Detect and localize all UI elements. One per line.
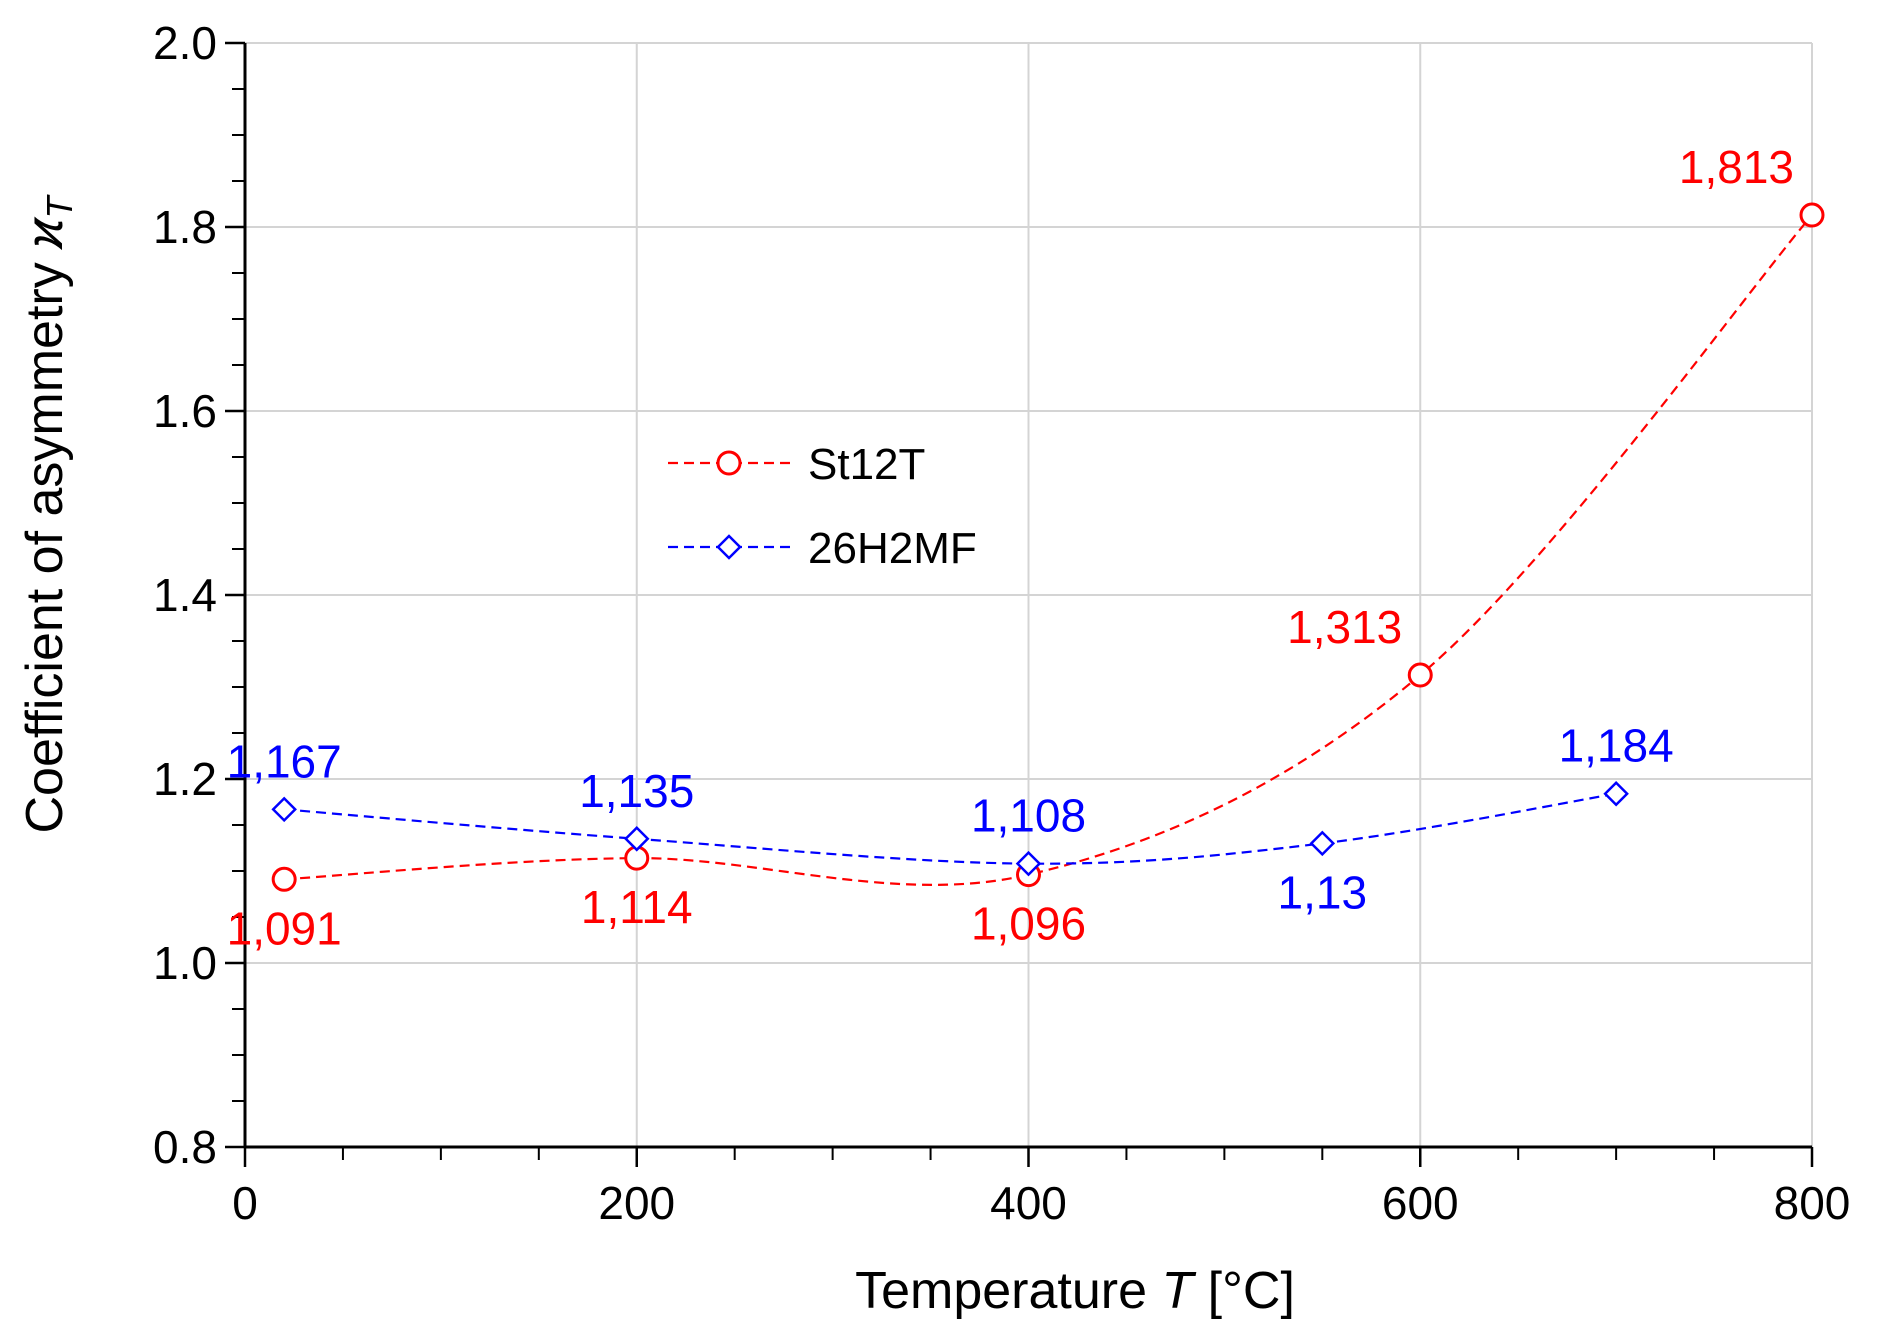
data-label-26h2mf: 1,184 (1559, 720, 1674, 772)
data-label-st12t: 1,313 (1287, 601, 1402, 653)
data-point-26h2mf (1309, 830, 1336, 857)
y-tick-label: 2.0 (153, 17, 217, 69)
y-tick-label: 1.0 (153, 937, 217, 989)
data-point-st12t (1407, 662, 1433, 688)
data-label-st12t: 1,091 (227, 902, 342, 954)
data-label-26h2mf: 1,135 (579, 765, 694, 817)
grid (245, 42, 1813, 1147)
legend: St12T 26H2MF (668, 440, 977, 573)
axes: 0 200 400 600 800 0.8 1.0 1.2 1.4 1.6 1.8 2.0 (153, 17, 1850, 1229)
x-axis-title-unit: [°C] (1193, 1262, 1295, 1320)
x-axis-title: Temperature T [°C] (855, 1262, 1295, 1320)
data-point-26h2mf (1015, 850, 1042, 877)
y-axis-title: Coefficient of asymmetry ϰT (16, 194, 80, 834)
data-label-26h2mf: 1,108 (971, 790, 1086, 842)
legend-marker-26h2mf (716, 534, 742, 560)
y-tick-label: 1.4 (153, 569, 217, 621)
y-axis-title-symbol: ϰ (16, 216, 74, 251)
data-point-26h2mf (271, 796, 297, 823)
y-tick-label: 0.8 (153, 1121, 217, 1173)
data-label-st12t: 1,114 (581, 881, 693, 933)
y-tick-label: 1.6 (153, 385, 217, 437)
x-tick-label: 200 (598, 1177, 675, 1229)
data-point-st12t (1799, 202, 1825, 228)
y-tick-label: 1.2 (153, 753, 217, 805)
data-point-st12t (271, 866, 297, 892)
x-tick-label: 400 (990, 1177, 1067, 1229)
x-axis-title-symbol: T (1161, 1262, 1196, 1320)
legend-marker-st12t (716, 450, 742, 476)
legend-label-26h2mf: 26H2MF (808, 524, 977, 573)
x-tick-label: 800 (1774, 1177, 1851, 1229)
x-tick-label: 0 (232, 1177, 258, 1229)
x-tick-label: 600 (1382, 1177, 1459, 1229)
y-axis-title-prefix: Coefficient of asymmetry (16, 248, 74, 834)
data-label-26h2mf: 1,167 (227, 735, 342, 787)
data-label-st12t: 1,813 (1679, 141, 1794, 193)
data-point-26h2mf (623, 826, 650, 852)
y-tick-label: 1.8 (153, 201, 217, 253)
y-axis-title-subscript: T (39, 194, 80, 219)
data-point-26h2mf (1603, 780, 1629, 807)
series-layer (271, 202, 1825, 892)
data-label-26h2mf: 1,13 (1278, 866, 1368, 918)
x-axis-title-prefix: Temperature (855, 1262, 1161, 1320)
data-labels: 1,091 1,114 1,096 1,313 1,813 1,167 1,135 1,108… (227, 141, 1794, 954)
data-label-st12t: 1,096 (971, 898, 1086, 950)
legend-label-st12t: St12T (808, 440, 925, 489)
